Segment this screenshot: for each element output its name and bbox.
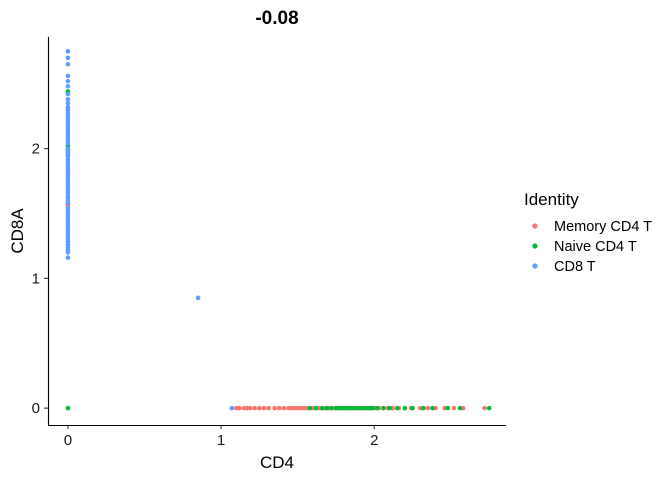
point-memory-cd4-t [247,405,253,411]
plot-title: -0.08 [255,8,298,29]
point-cd8-t [65,73,71,79]
point-naive-cd4-t [319,405,325,411]
points-layer [65,48,492,411]
y-axis-title: CD8A [8,208,27,254]
point-naive-cd4-t [307,405,313,411]
point-cd8-t [65,100,71,106]
point-naive-cd4-t [375,405,380,411]
ticks-layer: 0 1 2 0 1 2 [32,141,379,449]
y-tick-label: 2 [32,141,40,158]
point-cd8-t [65,61,71,67]
point-cd8-t [65,91,71,97]
x-tick-label: 1 [217,432,225,449]
legend-label: CD8 T [554,259,596,275]
point-naive-cd4-t [394,405,400,411]
legend-key [532,243,538,249]
legend-key [532,223,538,229]
legend-key [532,263,538,269]
point-cd8-t [65,55,71,61]
point-naive-cd4-t [430,405,435,411]
x-tick-label: 0 [64,432,72,449]
point-cd8-t [65,78,71,84]
point-memory-cd4-t [281,405,287,411]
point-cd8-t [65,200,71,206]
point-cd8-t [195,295,201,301]
point-memory-cd4-t [237,405,242,411]
point-naive-cd4-t [65,405,71,411]
point-naive-cd4-t [313,405,319,411]
point-naive-cd4-t [381,405,386,411]
point-cd8-t [65,141,71,146]
point-memory-cd4-t [257,405,262,411]
point-cd8-t [65,48,71,54]
point-memory-cd4-t [451,405,457,411]
point-naive-cd4-t [420,405,426,411]
point-cd8-t [65,96,71,102]
legend-label: Memory CD4 T [554,219,652,235]
point-naive-cd4-t [324,405,330,411]
point-memory-cd4-t [261,405,267,411]
point-memory-cd4-t [276,405,282,411]
legend-title: Identity [524,190,579,209]
point-naive-cd4-t [445,405,451,411]
point-memory-cd4-t [425,405,431,411]
point-naive-cd4-t [402,405,408,411]
x-tick-label: 2 [370,432,378,449]
point-memory-cd4-t [482,405,487,411]
point-cd8-t [65,255,71,260]
point-naive-cd4-t [387,405,392,411]
point-cd8-t [65,250,71,255]
x-axis-title: CD4 [260,453,294,472]
legend: Identity Memory CD4 T Naive CD4 T CD8 T [524,190,652,275]
point-naive-cd4-t [486,405,492,411]
point-cd8-t [229,405,235,411]
legend-label: Naive CD4 T [554,239,637,255]
point-naive-cd4-t [410,405,415,411]
point-cd8-t [65,84,71,89]
point-naive-cd4-t [457,405,463,411]
point-memory-cd4-t [272,405,278,411]
point-memory-cd4-t [266,405,271,411]
y-tick-label: 1 [32,270,40,287]
point-naive-cd4-t [370,405,376,411]
legend-items: Memory CD4 T Naive CD4 T CD8 T [532,219,652,275]
point-naive-cd4-t [329,405,334,411]
point-memory-cd4-t [252,405,258,411]
y-tick-label: 0 [32,400,40,417]
